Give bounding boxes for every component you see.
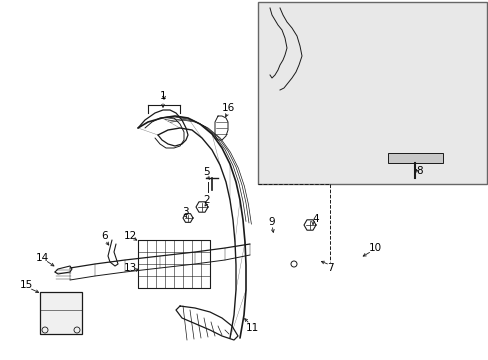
Text: 14: 14 — [35, 253, 48, 263]
Bar — [258, 2, 486, 184]
Text: 10: 10 — [367, 243, 381, 253]
Text: 6: 6 — [102, 231, 108, 241]
Text: 2: 2 — [203, 195, 210, 205]
Text: 5: 5 — [202, 167, 209, 177]
Bar — [40, 292, 82, 334]
Text: 12: 12 — [123, 231, 136, 241]
Text: 9: 9 — [268, 217, 275, 227]
Text: 3: 3 — [182, 207, 188, 217]
Text: 1: 1 — [160, 91, 166, 101]
Text: 15: 15 — [20, 280, 33, 290]
Text: 7: 7 — [326, 263, 333, 273]
Bar — [387, 153, 442, 163]
Text: 4: 4 — [312, 214, 319, 224]
Text: 16: 16 — [221, 103, 234, 113]
Bar — [138, 240, 209, 288]
Text: 8: 8 — [416, 166, 423, 176]
Text: 11: 11 — [245, 323, 258, 333]
Text: 13: 13 — [123, 263, 136, 273]
